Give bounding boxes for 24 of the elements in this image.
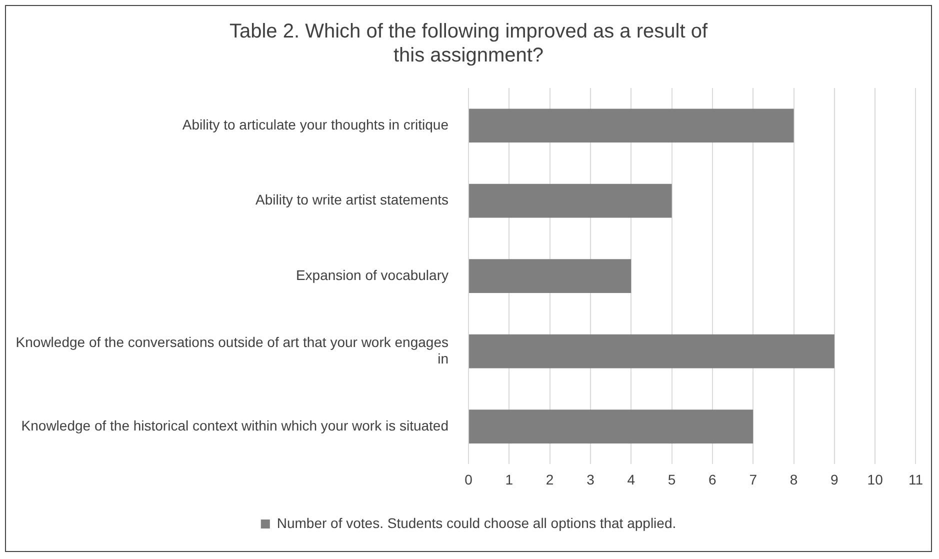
bar bbox=[469, 259, 632, 294]
x-tick-label: 5 bbox=[668, 471, 676, 488]
bar bbox=[469, 334, 834, 368]
y-tick-label: Expansion of vocabulary bbox=[296, 266, 448, 283]
x-tick-label: 2 bbox=[546, 471, 554, 488]
y-tick-label: Knowledge of the conversations outside of art that your work engages in bbox=[16, 334, 448, 367]
x-tick-label: 4 bbox=[627, 471, 636, 488]
y-tick-label: Knowledge of the historical context within which your work is situated bbox=[21, 417, 448, 434]
x-tick-label: 11 bbox=[908, 471, 924, 488]
x-tick-label: 9 bbox=[830, 471, 839, 488]
y-tick-label: Ability to write artist statements bbox=[256, 192, 448, 208]
chart-title: Table 2. Which of the following improved as a result of this assignment? bbox=[229, 20, 708, 67]
x-tick-label: 1 bbox=[505, 471, 514, 488]
x-tick-label: 10 bbox=[867, 471, 884, 488]
y-tick-label: Ability to articulate your thoughts in critique bbox=[182, 116, 449, 132]
bar bbox=[469, 108, 794, 143]
x-tick-label: 0 bbox=[464, 471, 473, 488]
x-tick-label: 8 bbox=[790, 471, 798, 488]
x-tick-label: 7 bbox=[749, 471, 758, 488]
bar bbox=[469, 410, 754, 444]
x-tick-label: 6 bbox=[708, 471, 717, 488]
bar bbox=[469, 184, 672, 218]
x-tick-label: 3 bbox=[586, 471, 595, 488]
legend-label: Number of votes. Students could choose all options that applied. bbox=[276, 514, 676, 531]
